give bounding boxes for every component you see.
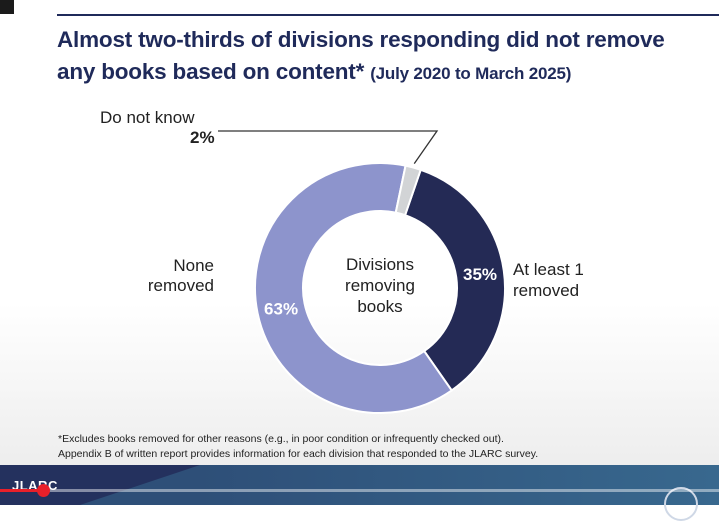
leader-line-do-not-know xyxy=(218,130,439,165)
slide: Almost two-thirds of divisions respondin… xyxy=(0,0,719,505)
slice-do-not-know xyxy=(394,164,422,217)
corner-mark xyxy=(0,0,14,14)
center-label-line: Divisions xyxy=(346,255,414,274)
video-progress-knob[interactable] xyxy=(37,484,51,497)
donut-chart: 35% 63% Divisions removing books xyxy=(218,130,506,414)
label-atleast-line1: At least 1 xyxy=(513,260,584,279)
footnote-line1: *Excludes books removed for other reason… xyxy=(58,433,504,445)
center-label-line: books xyxy=(357,297,402,316)
label-atleast-line2: removed xyxy=(513,281,580,300)
footer-accent xyxy=(80,465,200,505)
slice-value-label: 35% xyxy=(463,265,497,284)
footer-accent-band xyxy=(200,465,719,505)
center-label-line: removing xyxy=(345,276,415,295)
slice-none-removed xyxy=(254,162,454,414)
footnote-line2: Appendix B of written report provides in… xyxy=(58,448,539,460)
video-progress-fill xyxy=(0,489,44,492)
slice-value-label: 63% xyxy=(264,299,298,318)
label-none-line1: None xyxy=(173,256,214,275)
label-none-line2: removed xyxy=(147,276,214,295)
footnote: *Excludes books removed for other reason… xyxy=(58,432,708,462)
footer-bar: JLARC xyxy=(0,465,719,505)
label-do-not-know-pct: 2% xyxy=(190,128,215,147)
slice-at-least-1 xyxy=(403,168,506,392)
video-progress-track[interactable] xyxy=(0,489,719,492)
label-do-not-know: Do not know xyxy=(100,108,195,127)
title-rule xyxy=(57,14,719,16)
title-date: (July 2020 to March 2025) xyxy=(370,64,572,83)
slide-title: Almost two-thirds of divisions respondin… xyxy=(57,24,707,90)
title-main: Almost two-thirds of divisions respondin… xyxy=(57,27,665,84)
page-number-circle xyxy=(664,487,698,521)
